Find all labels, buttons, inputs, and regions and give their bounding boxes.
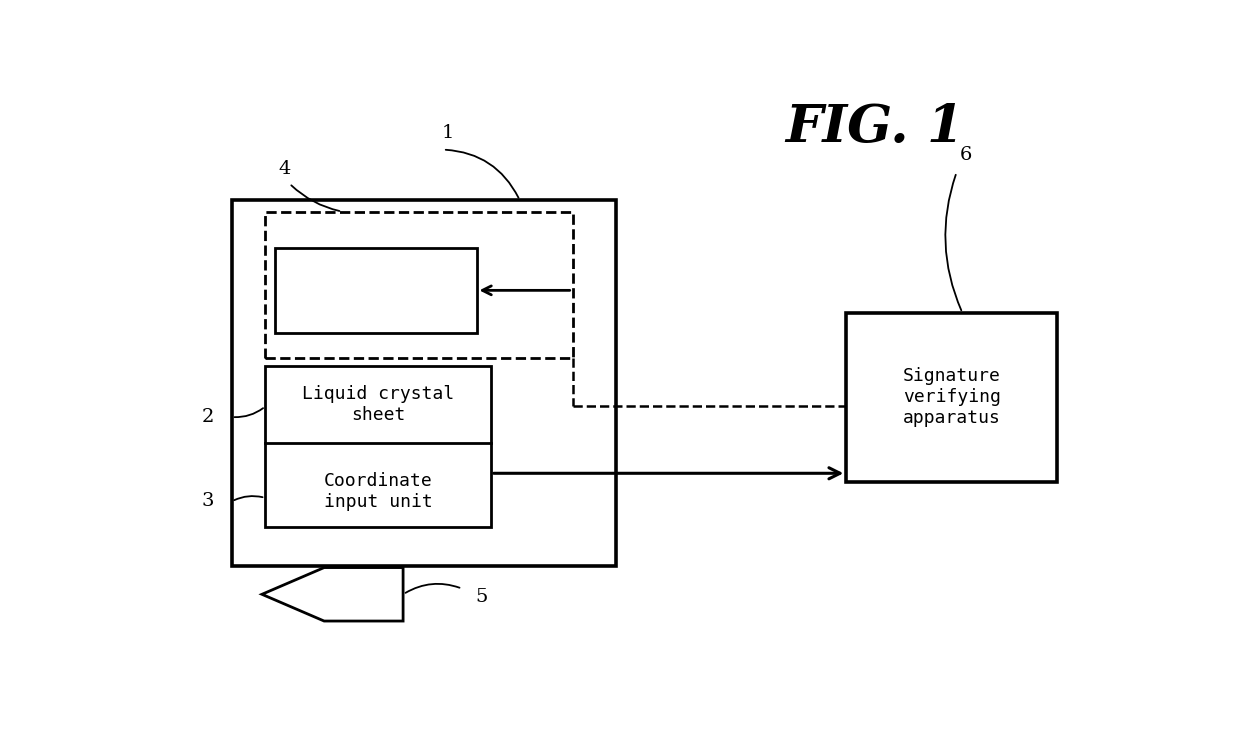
Text: FIG. 1: FIG. 1 (786, 102, 964, 153)
Polygon shape (261, 567, 403, 621)
Text: 3: 3 (202, 493, 214, 510)
Text: 1: 1 (441, 124, 453, 142)
Bar (265, 366, 491, 527)
Text: 6: 6 (960, 146, 973, 164)
Text: Voice guidance: Voice guidance (300, 281, 452, 300)
Text: Dedicated
pen: Dedicated pen (302, 575, 392, 614)
Text: 4: 4 (279, 160, 291, 178)
Bar (275, 248, 477, 333)
Text: Coordinate
input unit: Coordinate input unit (323, 472, 432, 511)
Bar (265, 211, 572, 358)
Bar (232, 200, 616, 566)
Text: 2: 2 (202, 408, 214, 426)
Text: 5: 5 (476, 588, 487, 606)
Text: Liquid crystal
sheet: Liquid crystal sheet (302, 385, 455, 424)
Bar (846, 313, 1057, 482)
Text: Signature
verifying
apparatus: Signature verifying apparatus (903, 368, 1001, 427)
